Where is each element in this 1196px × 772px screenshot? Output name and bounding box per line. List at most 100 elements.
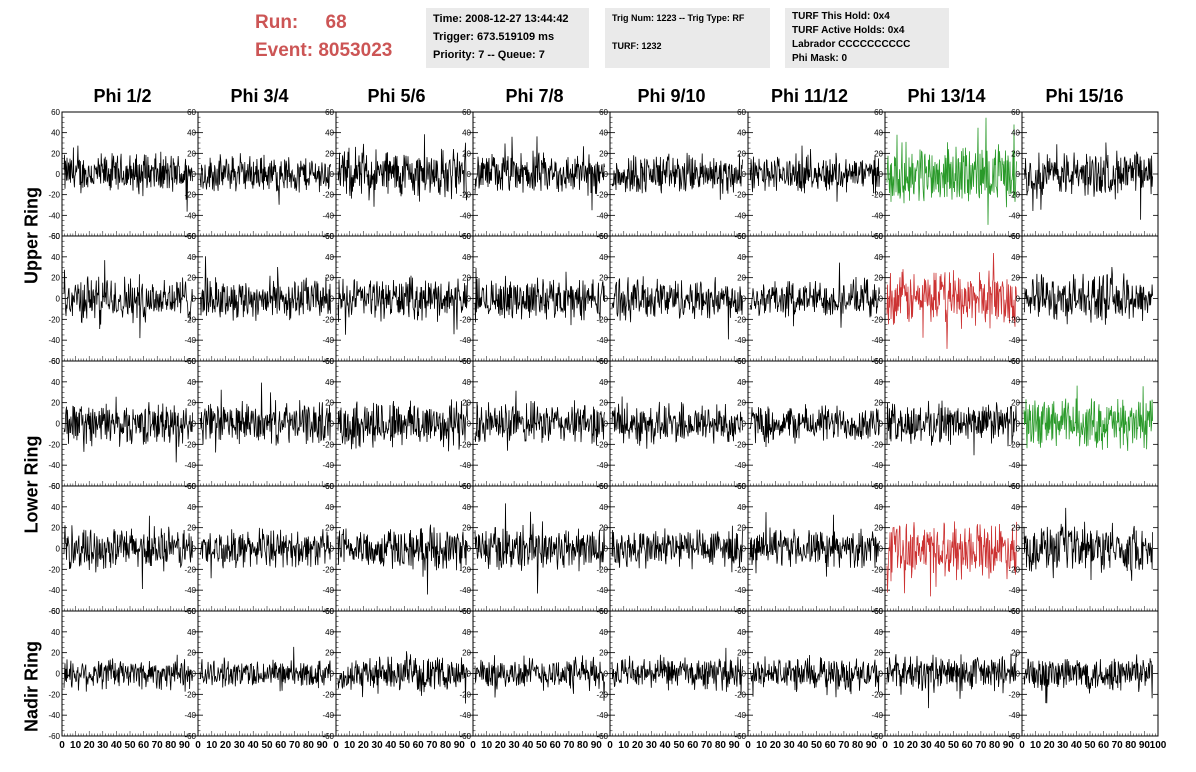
x-tick-label: 80	[577, 740, 589, 751]
x-tick-label: 20	[358, 740, 370, 751]
y-tick-label: 60	[1011, 357, 1020, 366]
y-tick-label: 60	[325, 482, 334, 491]
y-tick-label: 60	[874, 482, 883, 491]
y-tick-label: 40	[737, 628, 746, 637]
waveform-trace	[63, 396, 193, 463]
x-tick-label: 30	[921, 740, 933, 751]
y-tick-label: 60	[51, 607, 60, 616]
y-tick-label: 0	[330, 170, 335, 179]
y-tick-label: -40	[184, 586, 196, 595]
y-tick-label: -40	[48, 711, 60, 720]
y-tick-label: 40	[874, 503, 883, 512]
waveform-trace	[474, 503, 605, 594]
y-tick-label: 20	[187, 649, 196, 658]
run-line: Run: 68	[255, 12, 347, 34]
y-tick-label: 0	[742, 420, 747, 429]
x-tick-label: 0	[1019, 740, 1025, 751]
y-tick-label: 40	[187, 628, 196, 637]
y-tick-label: -40	[184, 711, 196, 720]
active-holds-text: TURF Active Holds: 0x4	[792, 25, 905, 36]
x-tick-label: 0	[333, 740, 339, 751]
y-tick-label: 20	[737, 399, 746, 408]
x-tick-label: 10	[618, 740, 630, 751]
x-tick-label: 40	[248, 740, 260, 751]
y-tick-label: -20	[459, 565, 471, 574]
y-tick-label: 40	[462, 628, 471, 637]
y-tick-label: 40	[737, 253, 746, 262]
x-tick-label: 50	[673, 740, 685, 751]
y-tick-label: -60	[48, 482, 60, 491]
y-tick-label: 40	[599, 378, 608, 387]
column-header-6: Phi 11/12	[770, 86, 849, 106]
y-tick-label: 20	[1011, 524, 1020, 533]
y-tick-label: 0	[879, 670, 884, 679]
y-tick-label: 20	[51, 399, 60, 408]
waveform-trace	[63, 260, 193, 339]
y-tick-label: 20	[1011, 399, 1020, 408]
y-tick-label: 20	[462, 399, 471, 408]
y-tick-label: -20	[1008, 315, 1020, 324]
waveform-trace	[749, 512, 880, 577]
y-tick-label: 0	[467, 670, 472, 679]
y-tick-label: 0	[742, 545, 747, 554]
phi-mask-text: Phi Mask: 0	[792, 53, 848, 64]
y-tick-label: 60	[599, 108, 608, 117]
y-tick-label: -20	[48, 315, 60, 324]
y-tick-label: 40	[51, 503, 60, 512]
y-tick-label: 60	[737, 607, 746, 616]
x-tick-label: 20	[495, 740, 507, 751]
y-tick-label: -20	[459, 315, 471, 324]
y-tick-label: 40	[462, 378, 471, 387]
waveform-trace	[886, 521, 1017, 597]
waveform-trace	[886, 651, 1017, 709]
y-tick-label: 40	[737, 378, 746, 387]
y-tick-label: -40	[322, 461, 334, 470]
x-tick-label: 90	[179, 740, 191, 751]
y-tick-label: 60	[51, 108, 60, 117]
waveform-trace	[1023, 507, 1153, 581]
x-tick-label: 40	[1071, 740, 1083, 751]
turf-text: TURF: 1232	[612, 41, 662, 51]
y-tick-label: 20	[599, 399, 608, 408]
x-tick-label: 30	[234, 740, 246, 751]
y-tick-label: 20	[187, 149, 196, 158]
trig-info-box: Trig Num: 1223 -- Trig Type: RF TURF: 12…	[605, 8, 770, 68]
y-tick-label: -40	[596, 336, 608, 345]
waveform-trace	[474, 390, 605, 451]
y-tick-label: 20	[51, 649, 60, 658]
y-tick-label: -40	[459, 211, 471, 220]
y-tick-label: 20	[1011, 274, 1020, 283]
x-tick-label: 60	[413, 740, 425, 751]
waveform-trace	[1023, 266, 1153, 325]
y-tick-label: 60	[51, 357, 60, 366]
x-tick-label: 0	[607, 740, 613, 751]
y-tick-label: -60	[459, 732, 471, 741]
waveform-trace	[337, 134, 468, 207]
turf-info-box: TURF This Hold: 0x4 TURF Active Holds: 0…	[785, 8, 949, 68]
y-tick-label: -40	[1008, 461, 1020, 470]
y-tick-label: -20	[184, 440, 196, 449]
y-tick-label: 60	[187, 357, 196, 366]
x-tick-label: 60	[550, 740, 562, 751]
y-tick-label: -20	[734, 565, 746, 574]
y-tick-label: 40	[599, 129, 608, 138]
y-tick-label: -20	[48, 440, 60, 449]
y-tick-label: 40	[187, 503, 196, 512]
x-tick-label: 20	[220, 740, 232, 751]
y-tick-label: 40	[737, 129, 746, 138]
y-tick-label: 20	[462, 274, 471, 283]
y-tick-label: 0	[330, 420, 335, 429]
y-tick-label: 0	[604, 295, 609, 304]
x-tick-label: 50	[811, 740, 823, 751]
y-tick-label: -20	[184, 690, 196, 699]
y-tick-label: 60	[325, 357, 334, 366]
y-tick-label: 20	[1011, 649, 1020, 658]
y-tick-label: 0	[467, 420, 472, 429]
y-tick-label: 60	[51, 232, 60, 241]
y-tick-label: 20	[462, 149, 471, 158]
y-tick-label: -20	[322, 191, 334, 200]
x-tick-label: 100	[1150, 740, 1167, 751]
y-tick-label: 0	[879, 545, 884, 554]
time-info-box: Time: 2008-12-27 13:44:42 Trigger: 673.5…	[426, 8, 589, 68]
y-tick-label: -20	[596, 315, 608, 324]
